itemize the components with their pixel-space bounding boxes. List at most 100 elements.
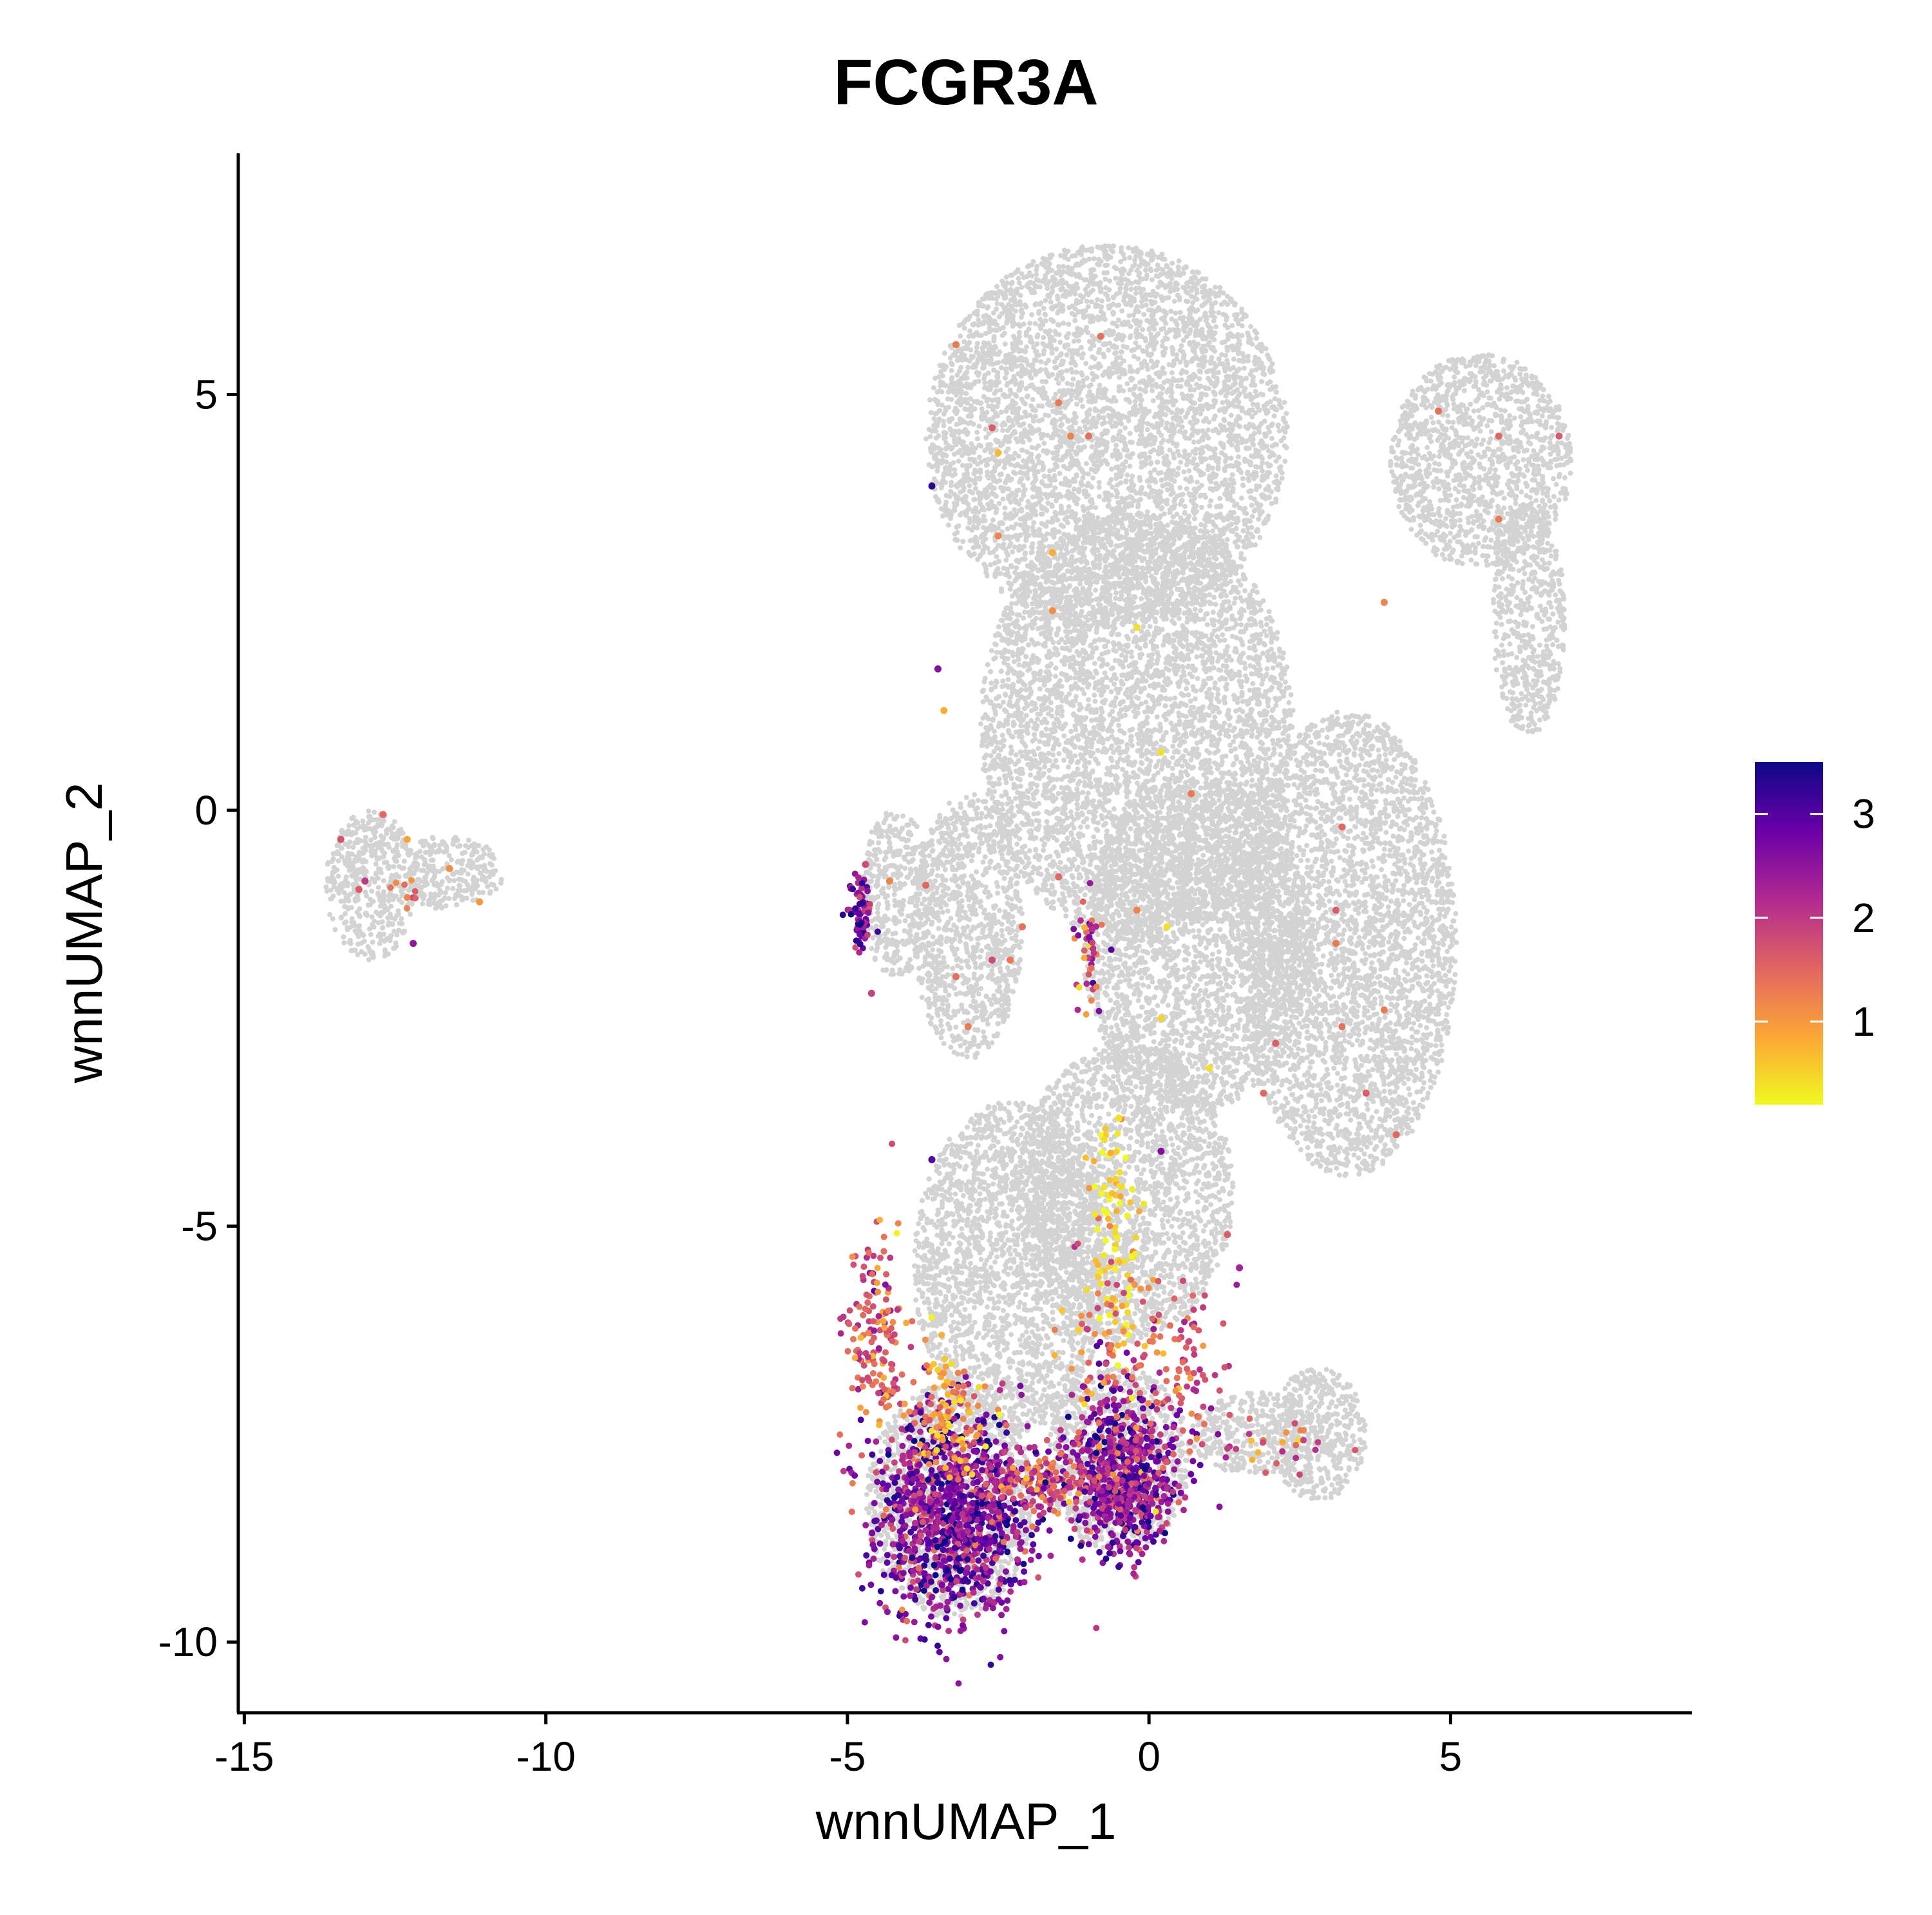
background-cell — [1274, 390, 1279, 395]
background-cell — [999, 589, 1004, 594]
background-cell — [935, 498, 940, 503]
background-cell — [1087, 407, 1092, 412]
background-cell — [1080, 475, 1085, 481]
background-cell — [971, 382, 976, 387]
background-cell — [943, 383, 949, 388]
background-cell — [1036, 453, 1041, 459]
background-cell — [1137, 475, 1142, 480]
background-cell — [1052, 473, 1057, 479]
background-cell — [1156, 452, 1161, 457]
background-cell — [1149, 249, 1154, 254]
background-cell — [934, 462, 940, 467]
background-cell — [1208, 455, 1213, 461]
background-cell — [1014, 512, 1019, 517]
background-cell — [1273, 500, 1278, 505]
background-cell — [1004, 309, 1009, 314]
background-cell — [1168, 492, 1173, 497]
background-cell — [972, 322, 977, 327]
background-cell — [1019, 271, 1025, 276]
background-cell — [1203, 348, 1208, 354]
background-cell — [1158, 384, 1163, 389]
background-cell — [1179, 408, 1184, 414]
background-cell — [1027, 423, 1032, 428]
background-cell — [952, 385, 957, 390]
background-cell — [1138, 403, 1143, 408]
background-cell — [1276, 455, 1282, 460]
background-cell — [967, 457, 972, 462]
background-cell — [1124, 381, 1130, 386]
background-cell — [1108, 406, 1113, 412]
background-cell — [1171, 505, 1177, 510]
background-cell — [1122, 268, 1127, 273]
background-cell — [1171, 452, 1176, 457]
background-cell — [1111, 435, 1116, 440]
background-cell — [1054, 445, 1059, 450]
background-cell — [1195, 480, 1200, 485]
background-cell — [1024, 386, 1029, 391]
background-cell — [981, 394, 987, 399]
background-cell — [1097, 485, 1102, 490]
background-cell — [1161, 437, 1166, 443]
background-cell — [1127, 464, 1132, 469]
background-cell — [1257, 342, 1262, 347]
background-cell — [1103, 276, 1108, 281]
background-cell — [1039, 404, 1045, 409]
background-cell — [1003, 376, 1008, 381]
background-cell — [1240, 482, 1245, 488]
background-cell — [1242, 518, 1247, 523]
background-cell — [1253, 389, 1258, 394]
background-cell — [949, 416, 954, 421]
background-cell — [973, 486, 978, 491]
background-cell — [1181, 315, 1186, 320]
background-cell — [1240, 408, 1245, 414]
background-cell — [1265, 470, 1270, 475]
background-cell — [988, 379, 993, 385]
background-cell — [1033, 321, 1038, 326]
background-cell — [1220, 340, 1225, 345]
background-cell — [939, 480, 944, 485]
background-cell — [958, 403, 963, 408]
background-cell — [1242, 354, 1247, 359]
background-cell — [1029, 375, 1034, 380]
background-cell — [1256, 453, 1261, 459]
background-cell — [1186, 280, 1191, 285]
background-cell — [982, 448, 987, 453]
background-cell — [1184, 435, 1189, 441]
background-cell — [1021, 464, 1027, 470]
background-cell — [963, 391, 969, 396]
background-cell — [1084, 325, 1089, 330]
background-cell — [1206, 298, 1211, 303]
background-cell — [1088, 347, 1093, 352]
background-cell — [1050, 435, 1056, 440]
background-cell — [978, 468, 983, 473]
background-cell — [1142, 462, 1147, 468]
background-cell — [1048, 317, 1054, 322]
background-cell — [1088, 455, 1094, 461]
background-cell — [1041, 466, 1046, 472]
background-cell — [1204, 369, 1209, 374]
background-cell — [1128, 267, 1133, 272]
background-cell — [1070, 311, 1075, 316]
background-cell — [1174, 352, 1179, 357]
background-cell — [1082, 277, 1087, 282]
background-cell — [1216, 310, 1221, 316]
background-cell — [1153, 308, 1159, 313]
background-cell — [958, 546, 963, 551]
background-cell — [1272, 414, 1277, 419]
background-cell — [1016, 276, 1021, 281]
background-cell — [1030, 287, 1036, 292]
background-cell — [1041, 522, 1046, 527]
background-cell — [1214, 473, 1219, 478]
background-cell — [1106, 297, 1111, 302]
background-cell — [1087, 339, 1092, 344]
background-cell — [1014, 364, 1019, 369]
background-cell — [934, 410, 939, 415]
background-cell — [1094, 374, 1099, 379]
background-cell — [1194, 287, 1199, 292]
background-cell — [1263, 434, 1268, 439]
background-cell — [1137, 323, 1142, 328]
background-cell — [1041, 306, 1046, 311]
background-cell — [1135, 304, 1140, 309]
background-cell — [1047, 341, 1052, 347]
